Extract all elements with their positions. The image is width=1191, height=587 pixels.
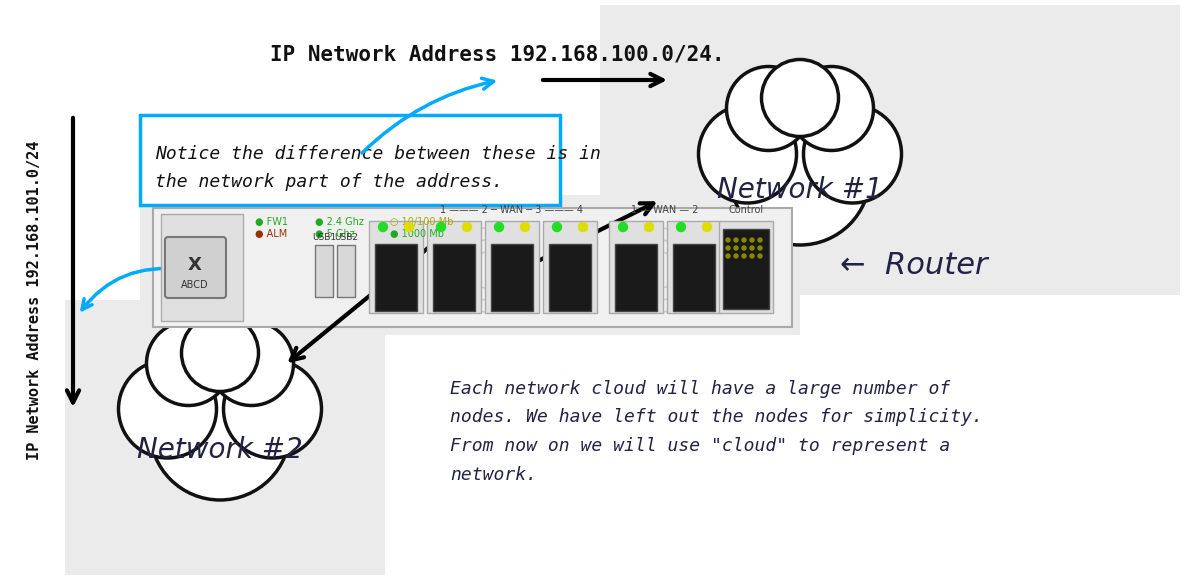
Circle shape [520,222,530,231]
FancyBboxPatch shape [161,214,243,321]
Text: ● 5 Ghz: ● 5 Ghz [314,229,355,239]
Text: ● 2.4 Ghz: ● 2.4 Ghz [314,217,364,227]
Text: Network #2: Network #2 [137,436,303,464]
Circle shape [790,66,873,150]
Circle shape [676,222,686,231]
Circle shape [579,222,587,231]
Text: Each network cloud will have a large number of
nodes. We have left out the nodes: Each network cloud will have a large num… [450,380,983,484]
Text: IP Network Address 192.168.101.0/24: IP Network Address 192.168.101.0/24 [27,140,43,460]
Circle shape [804,105,902,203]
Circle shape [734,238,738,242]
Circle shape [698,105,797,203]
FancyBboxPatch shape [615,244,657,311]
Circle shape [405,222,413,231]
Text: USB1: USB1 [312,233,336,242]
Text: ○ 10/100 Mb: ○ 10/100 Mb [389,217,454,227]
FancyBboxPatch shape [314,245,333,297]
FancyBboxPatch shape [432,244,475,311]
Circle shape [742,246,746,250]
Circle shape [757,254,762,258]
Text: Network #1: Network #1 [717,176,883,204]
Text: X: X [188,256,202,274]
Circle shape [618,222,628,231]
Circle shape [742,238,746,242]
FancyBboxPatch shape [428,221,481,313]
Text: 1 — WAN — 2: 1 — WAN — 2 [631,205,699,215]
FancyBboxPatch shape [337,245,355,297]
Text: ABCD: ABCD [181,280,208,290]
FancyBboxPatch shape [141,115,560,205]
FancyBboxPatch shape [141,195,800,335]
FancyBboxPatch shape [719,221,773,313]
Circle shape [727,238,730,242]
Circle shape [761,59,838,137]
Circle shape [757,238,762,242]
Circle shape [379,222,387,231]
Text: ● ALM: ● ALM [255,229,287,239]
FancyBboxPatch shape [369,221,423,313]
FancyBboxPatch shape [543,221,597,313]
Text: IP Network Address 192.168.100.0/24.: IP Network Address 192.168.100.0/24. [270,45,724,65]
Circle shape [553,222,561,231]
Circle shape [703,222,711,231]
FancyBboxPatch shape [549,244,591,311]
FancyBboxPatch shape [166,237,226,298]
Circle shape [462,222,472,231]
Circle shape [750,254,754,258]
FancyBboxPatch shape [152,208,792,327]
Circle shape [181,315,258,392]
FancyBboxPatch shape [600,5,1180,295]
Circle shape [734,246,738,250]
Circle shape [727,254,730,258]
Circle shape [727,246,730,250]
Circle shape [757,246,762,250]
Text: ● 1000 Mb: ● 1000 Mb [389,229,444,239]
Text: ● FW1: ● FW1 [255,217,288,227]
Circle shape [436,222,445,231]
Circle shape [210,322,293,406]
FancyBboxPatch shape [485,221,540,313]
FancyBboxPatch shape [66,300,385,575]
Circle shape [224,360,322,458]
Circle shape [742,254,746,258]
FancyBboxPatch shape [673,244,716,311]
Circle shape [150,360,289,500]
Text: Notice the difference between these is in
the network part of the address.: Notice the difference between these is i… [155,145,601,191]
Text: ←  Router: ← Router [840,251,987,279]
Circle shape [730,105,869,245]
Circle shape [734,254,738,258]
Circle shape [727,66,811,150]
Circle shape [118,360,217,458]
Text: 1 ——— 2 ─ WAN ─ 3 ——— 4: 1 ——— 2 ─ WAN ─ 3 ——— 4 [441,205,584,215]
FancyBboxPatch shape [609,221,663,313]
Text: USB2: USB2 [333,233,358,242]
Circle shape [750,246,754,250]
Text: Control: Control [729,205,763,215]
FancyBboxPatch shape [491,244,534,311]
FancyBboxPatch shape [723,229,769,309]
Circle shape [146,322,231,406]
Circle shape [644,222,654,231]
Circle shape [750,238,754,242]
FancyBboxPatch shape [667,221,721,313]
Circle shape [494,222,504,231]
FancyBboxPatch shape [375,244,417,311]
